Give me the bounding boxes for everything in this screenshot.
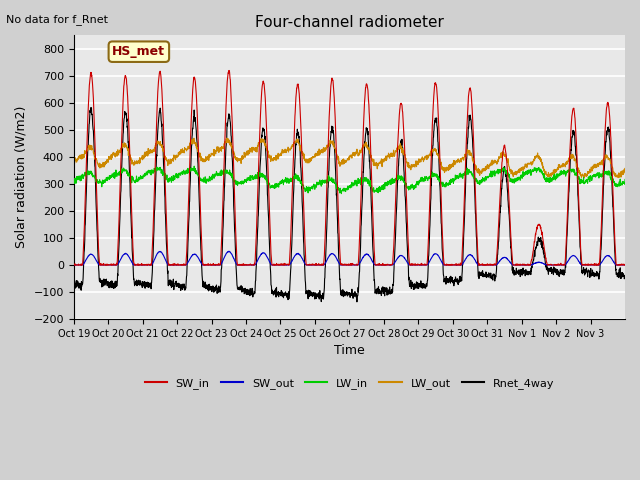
SW_out xyxy=(225,249,233,254)
SW_out xyxy=(516,262,524,268)
LW_out xyxy=(621,166,629,171)
LW_in xyxy=(547,177,555,182)
Rnet_4way xyxy=(125,157,133,163)
LW_in xyxy=(190,163,198,169)
LW_out xyxy=(223,135,230,141)
LW_in xyxy=(621,177,629,182)
SW_out xyxy=(614,262,621,268)
SW_out xyxy=(125,254,133,260)
LW_in xyxy=(244,177,252,182)
LW_out xyxy=(516,166,524,172)
Title: Four-channel radiometer: Four-channel radiometer xyxy=(255,15,444,30)
SW_in xyxy=(244,262,252,268)
Line: LW_in: LW_in xyxy=(74,166,625,193)
SW_out xyxy=(621,262,629,268)
LW_in xyxy=(614,181,621,187)
LW_in xyxy=(337,191,345,196)
SW_in xyxy=(70,262,78,268)
SW_in xyxy=(614,262,621,268)
LW_out xyxy=(244,152,252,158)
SW_out xyxy=(70,262,78,268)
Rnet_4way xyxy=(614,271,621,276)
Rnet_4way xyxy=(87,105,95,110)
SW_in xyxy=(125,129,133,135)
Rnet_4way xyxy=(353,299,361,305)
SW_out xyxy=(383,262,390,268)
Rnet_4way xyxy=(547,266,555,272)
LW_in xyxy=(383,180,390,185)
SW_in xyxy=(621,262,629,268)
LW_out xyxy=(547,172,554,178)
Line: LW_out: LW_out xyxy=(74,138,625,178)
LW_in xyxy=(516,175,524,180)
SW_in xyxy=(225,68,233,73)
SW_out xyxy=(70,262,77,267)
Rnet_4way xyxy=(383,285,390,291)
SW_in xyxy=(383,262,390,267)
SW_in xyxy=(516,262,524,268)
Line: SW_in: SW_in xyxy=(74,71,625,265)
SW_in xyxy=(547,262,555,267)
Line: SW_out: SW_out xyxy=(74,252,625,265)
Text: HS_met: HS_met xyxy=(113,45,165,58)
LW_out xyxy=(383,156,390,162)
Legend: SW_in, SW_out, LW_in, LW_out, Rnet_4way: SW_in, SW_out, LW_in, LW_out, Rnet_4way xyxy=(140,373,559,393)
SW_in xyxy=(70,262,77,267)
SW_out xyxy=(244,262,252,268)
LW_out xyxy=(580,175,588,181)
LW_out xyxy=(125,150,132,156)
LW_in xyxy=(70,178,77,183)
Y-axis label: Solar radiation (W/m2): Solar radiation (W/m2) xyxy=(15,106,28,248)
Rnet_4way xyxy=(516,267,524,273)
Text: No data for f_Rnet: No data for f_Rnet xyxy=(6,14,108,25)
LW_in xyxy=(125,170,132,176)
Line: Rnet_4way: Rnet_4way xyxy=(74,108,625,302)
Rnet_4way xyxy=(70,279,77,285)
X-axis label: Time: Time xyxy=(334,344,365,357)
LW_out xyxy=(614,173,621,179)
Rnet_4way xyxy=(244,287,252,292)
LW_out xyxy=(70,160,77,166)
SW_out xyxy=(547,262,555,268)
Rnet_4way xyxy=(621,273,629,279)
